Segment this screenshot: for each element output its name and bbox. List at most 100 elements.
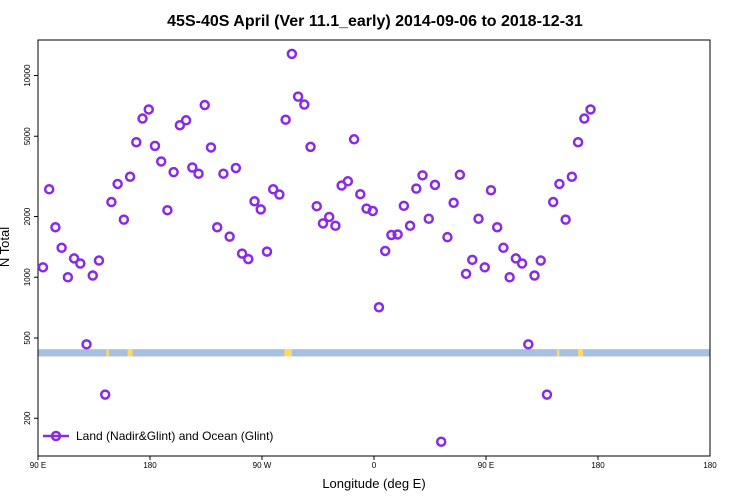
data-point <box>323 211 335 223</box>
data-point <box>174 119 186 131</box>
ocean-band <box>38 349 710 357</box>
y-tick-label: 5000 <box>23 127 32 145</box>
x-tick-label: 90 W <box>253 461 272 470</box>
data-point <box>292 91 304 102</box>
y-axis: 200 500 1000 2000 5000 10000 <box>23 64 38 425</box>
data-point <box>479 262 491 273</box>
data-point <box>149 140 161 152</box>
data-point <box>193 168 204 179</box>
data-point <box>442 231 453 243</box>
data-point <box>93 255 105 266</box>
data-point <box>404 220 416 232</box>
legend-label: Land (Nadir&Glint) and Ocean (Glint) <box>76 429 273 443</box>
data-point <box>498 242 509 254</box>
data-point <box>572 136 584 148</box>
data-point <box>50 221 61 233</box>
data-point <box>373 302 385 313</box>
data-point <box>68 253 80 264</box>
x-tick-label: 180 <box>703 461 717 470</box>
x-axis-label: Longitude (deg E) <box>322 476 425 491</box>
data-point <box>87 270 99 281</box>
data-point <box>261 246 273 257</box>
data-point <box>255 204 267 215</box>
data-point <box>342 176 354 187</box>
data-point <box>467 254 478 266</box>
data-point <box>180 115 192 126</box>
data-point <box>137 113 148 124</box>
data-point <box>243 253 254 265</box>
data-point <box>429 179 441 191</box>
x-tick-label: 0 <box>372 461 377 470</box>
data-point <box>448 197 459 209</box>
land-segment <box>578 349 584 357</box>
data-point <box>224 231 235 242</box>
data-point <box>62 272 74 283</box>
data-point <box>112 178 123 190</box>
data-point <box>398 200 410 212</box>
legend-marker <box>50 430 62 442</box>
x-tick-label: 180 <box>143 461 157 470</box>
y-tick-label: 200 <box>23 411 32 425</box>
x-tick-label: 90 E <box>478 461 494 470</box>
data-point <box>286 48 298 60</box>
data-point <box>367 205 379 217</box>
data-point <box>131 136 142 148</box>
data-point <box>43 184 55 195</box>
data-point <box>491 221 503 233</box>
data-point <box>305 141 316 153</box>
land-segment <box>556 349 560 357</box>
data-point <box>560 214 571 225</box>
data-point <box>460 268 472 280</box>
data-point <box>81 339 92 350</box>
data-point <box>554 178 565 190</box>
data-point <box>280 114 291 125</box>
data-point <box>75 258 86 269</box>
chart-title: 45S-40S April (Ver 11.1_early) 2014-09-0… <box>167 13 583 30</box>
data-point <box>585 104 596 115</box>
data-point <box>37 262 49 273</box>
data-point <box>162 204 173 216</box>
y-tick-label: 10000 <box>23 64 32 87</box>
data-point <box>379 245 391 257</box>
data-point <box>218 168 229 179</box>
data-point <box>311 200 323 212</box>
data-point <box>523 339 534 350</box>
x-axis: 90 E 180 90 W 0 90 E 180 180 <box>30 456 717 470</box>
y-axis-label: N Total <box>0 227 12 267</box>
data-point <box>230 162 242 174</box>
data-point <box>211 221 223 233</box>
data-point <box>317 218 329 229</box>
land-segment <box>127 349 133 357</box>
y-tick-label: 1000 <box>23 268 32 286</box>
data-point <box>392 229 403 240</box>
data-point <box>274 189 285 200</box>
data-point <box>168 166 179 178</box>
data-point <box>143 104 155 115</box>
y-tick-label: 2000 <box>23 207 32 225</box>
data-point <box>249 196 260 207</box>
land-segment <box>106 349 109 357</box>
data-point <box>411 183 422 194</box>
data-point <box>485 184 497 196</box>
data-point <box>267 184 279 195</box>
data-point <box>504 272 515 283</box>
data-point <box>330 220 341 232</box>
x-tick-label: 180 <box>591 461 605 470</box>
data-point <box>417 170 428 181</box>
data-point <box>566 171 578 182</box>
x-tick-label: 90 E <box>30 461 46 470</box>
plot-area <box>37 39 711 457</box>
data-point <box>355 188 366 200</box>
data-point <box>386 229 397 241</box>
data-point <box>510 253 522 264</box>
data-point <box>99 389 111 400</box>
ocean-land-band <box>38 349 710 357</box>
legend: Land (Nadir&Glint) and Ocean (Glint) <box>43 429 273 443</box>
data-point <box>435 436 447 447</box>
data-point <box>124 171 136 182</box>
data-point <box>299 99 310 110</box>
data-point <box>106 196 117 208</box>
data-point <box>529 270 540 281</box>
y-tick-label: 500 <box>23 331 32 345</box>
